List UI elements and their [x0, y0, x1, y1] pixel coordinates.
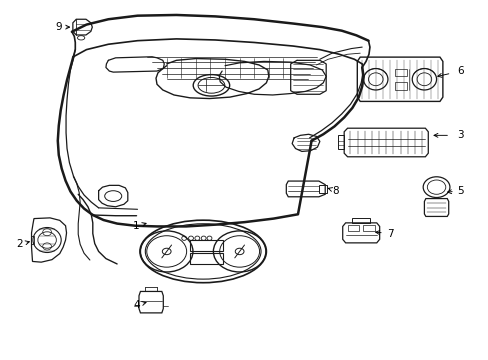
- Bar: [30, 237, 34, 244]
- Text: 8: 8: [332, 186, 339, 196]
- Text: 1: 1: [133, 221, 140, 231]
- Text: 6: 6: [457, 66, 463, 76]
- Text: 4: 4: [133, 300, 140, 310]
- Text: 5: 5: [457, 186, 463, 196]
- Bar: [394, 82, 407, 90]
- Bar: [190, 240, 223, 251]
- Text: 3: 3: [457, 130, 463, 140]
- Bar: [190, 253, 223, 264]
- Text: 2: 2: [17, 239, 23, 249]
- Text: 7: 7: [386, 229, 393, 239]
- Bar: [363, 225, 374, 231]
- Bar: [347, 225, 359, 231]
- Text: 9: 9: [55, 22, 62, 32]
- Bar: [394, 68, 407, 76]
